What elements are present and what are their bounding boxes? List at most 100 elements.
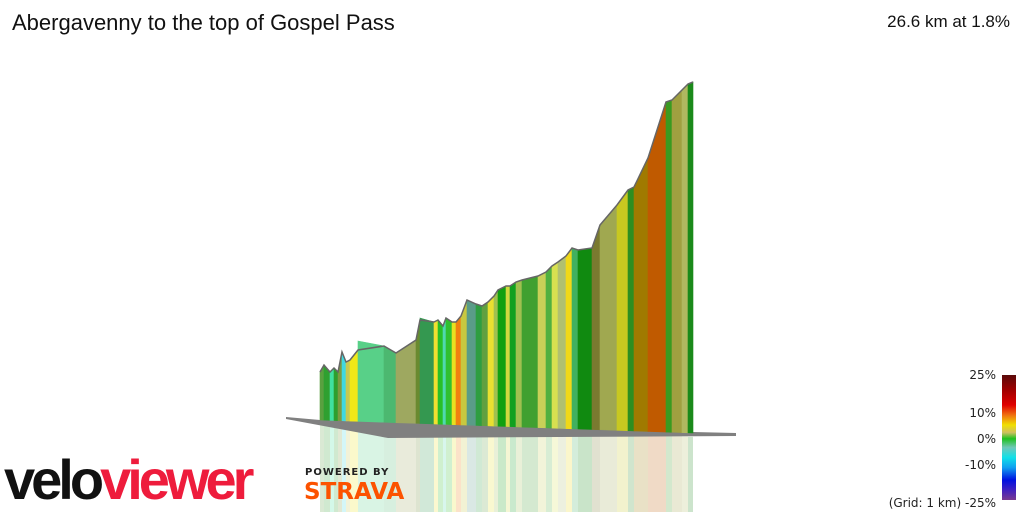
profile-segment — [627, 186, 635, 432]
segment-reflection — [572, 432, 578, 512]
segment-reflection — [434, 427, 438, 512]
profile-segment — [419, 317, 435, 425]
gradient-color-scale — [1002, 375, 1016, 500]
segment-reflection — [552, 432, 558, 512]
profile-segment — [357, 340, 385, 423]
segment-reflection — [546, 431, 552, 512]
legend-label-0: 0% — [976, 432, 996, 446]
segment-reflection — [438, 428, 443, 512]
profile-segment — [437, 319, 444, 425]
logo-velo-text: velo — [4, 448, 104, 511]
profile-segment — [493, 289, 499, 427]
segment-reflection — [324, 424, 330, 512]
profile-segment — [329, 367, 335, 421]
segment-reflection — [510, 430, 516, 512]
segment-reflection — [384, 426, 396, 512]
segment-reflection — [320, 424, 324, 512]
segment-reflection — [634, 434, 648, 512]
segment-reflection — [578, 432, 592, 512]
profile-reflection — [320, 424, 693, 512]
profile-segment — [466, 299, 477, 426]
segment-reflection — [566, 432, 572, 512]
profile-segment — [487, 295, 495, 427]
segment-reflection — [476, 429, 482, 512]
segment-reflection — [672, 436, 682, 512]
logo-viewer-text: viewer — [100, 448, 254, 511]
segment-reflection — [350, 425, 358, 512]
profile-segment — [571, 247, 579, 430]
segment-reflection — [498, 430, 506, 512]
segment-reflection — [334, 424, 338, 512]
segment-reflection — [506, 430, 510, 512]
segment-reflection — [682, 436, 688, 512]
profile-segment — [515, 279, 523, 428]
profile-segment — [557, 255, 567, 429]
profile-segment — [633, 157, 649, 432]
segment-reflection — [342, 424, 346, 512]
profile-segment — [545, 265, 553, 429]
profile-segment — [577, 247, 593, 430]
segment-reflection — [488, 429, 494, 512]
segment-reflection — [617, 434, 628, 512]
profile-segment — [433, 319, 439, 425]
segment-reflection — [666, 436, 672, 512]
profile-segment — [319, 363, 325, 421]
segment-reflection — [446, 428, 452, 512]
segment-reflection — [330, 424, 334, 512]
profile-segment — [333, 367, 339, 421]
profile-segment — [323, 364, 331, 421]
profile-segment — [455, 315, 462, 426]
profile-segment — [445, 317, 453, 425]
segment-reflection — [358, 425, 384, 512]
chart-title: Abergavenny to the top of Gospel Pass — [12, 10, 395, 35]
profile-segment — [681, 83, 689, 434]
powered-by-label: POWERED BY — [305, 467, 390, 478]
segment-reflection — [494, 430, 498, 512]
profile-segment — [591, 224, 601, 431]
segment-reflection — [456, 428, 461, 512]
profile-segment — [442, 317, 447, 425]
segment-reflection — [628, 434, 634, 512]
profile-segment — [537, 271, 547, 429]
segment-reflection — [396, 426, 416, 512]
profile-segment — [687, 81, 694, 434]
legend-label-minus10: -10% — [964, 458, 996, 472]
profile-segment — [497, 285, 507, 427]
segment-reflection — [338, 424, 342, 512]
segment-reflection — [592, 433, 600, 512]
segment-reflection — [648, 435, 666, 512]
segment-reflection — [467, 429, 476, 512]
segment-reflection — [522, 431, 538, 512]
segment-reflection — [452, 428, 456, 512]
profile-segment — [671, 89, 683, 433]
segment-reflection — [516, 430, 522, 512]
profile-segment — [616, 189, 629, 432]
legend-label-10: 10% — [969, 406, 996, 420]
segment-reflection — [461, 428, 467, 512]
segment-reflection — [558, 432, 566, 512]
profile-segment — [383, 345, 397, 423]
profile-segment — [395, 339, 417, 424]
strava-logo: STRAVA — [304, 479, 405, 505]
veloviewer-logo: veloviewer — [4, 452, 254, 508]
profile-segment — [460, 299, 468, 426]
profile-segment — [505, 285, 511, 427]
segment-reflection — [420, 427, 434, 512]
legend-label-minus25-grid: (Grid: 1 km) -25% — [888, 496, 996, 510]
segment-reflection — [346, 424, 350, 512]
profile-segment — [509, 281, 517, 428]
profile-base-shadow — [286, 417, 736, 438]
profile-segment — [599, 204, 618, 431]
segment-reflection — [538, 431, 546, 512]
route-summary: 26.6 km at 1.8% — [887, 12, 1010, 31]
segment-reflection — [416, 427, 420, 512]
profile-segment — [551, 261, 559, 429]
profile-segment — [451, 321, 457, 426]
profile-segment — [345, 359, 351, 422]
segment-reflection — [688, 436, 693, 512]
profile-segment — [475, 303, 483, 426]
profile-segment — [349, 349, 359, 422]
profile-segment — [565, 247, 573, 430]
segment-reflection — [600, 433, 617, 512]
